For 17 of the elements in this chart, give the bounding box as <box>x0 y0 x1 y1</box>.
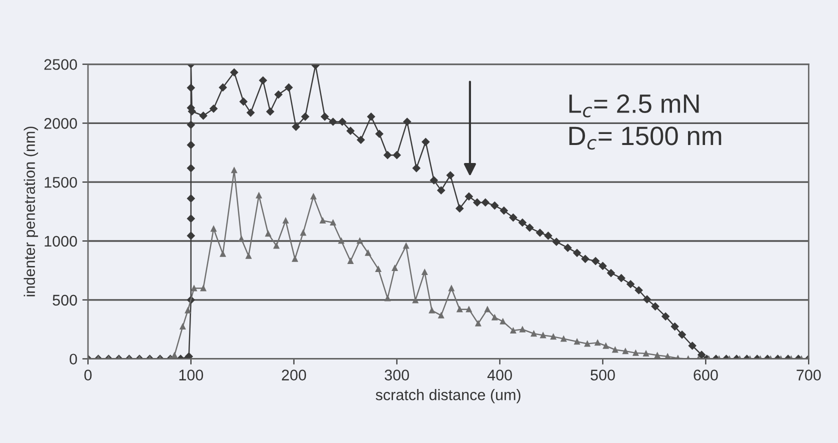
x-tick-label: 500 <box>590 370 615 380</box>
x-tick-label: 0 <box>84 370 92 380</box>
x-axis-title: scratch distance (um) <box>376 389 520 404</box>
y-tick-label: 2500 <box>44 59 77 70</box>
y-tick-label: 500 <box>52 294 77 306</box>
y-tick-label: 0 <box>70 354 77 365</box>
x-tick-label: 300 <box>384 370 409 380</box>
annotation: L$_{c}$= 2.5 mN D$_{c}$= 1500 nm <box>569 94 722 150</box>
y-tick-label: 1000 <box>44 236 77 247</box>
x-tick-label: 700 <box>796 370 821 380</box>
x-tick-label: 400 <box>487 370 512 380</box>
y-tick-label: 2000 <box>44 118 77 129</box>
x-tick-label: 100 <box>179 370 204 380</box>
x-tick-label: 200 <box>282 370 306 380</box>
y-axis-title: indenter penetration (nm) <box>24 126 38 296</box>
y-tick-label: 1500 <box>44 176 77 188</box>
x-tick-label: 600 <box>694 370 718 380</box>
